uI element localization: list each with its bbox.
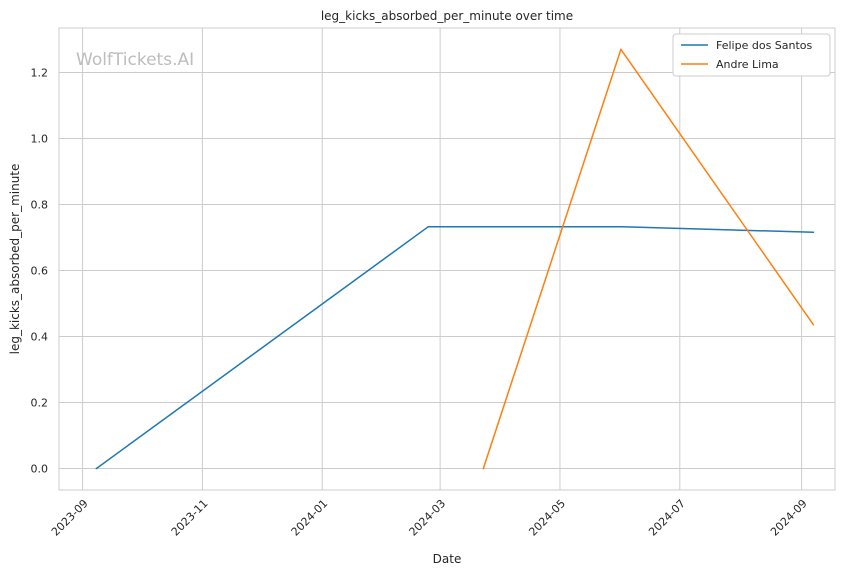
y-tick-label: 0.6	[31, 265, 49, 278]
series-line-0	[95, 225, 814, 470]
series-layer	[95, 48, 815, 470]
legend-label-0: Felipe dos Santos	[716, 39, 813, 52]
x-tick-labels: 2023-09 2023-11 2024-01 2024-03 2024-05 2024-…	[49, 497, 810, 539]
x-tick-label: 2024-07	[646, 497, 688, 539]
legend-box	[672, 33, 831, 77]
y-tick-label: 0.8	[31, 199, 49, 212]
x-tick-label: 2023-09	[49, 497, 91, 539]
data-point-1-2	[812, 323, 815, 326]
data-point-0-0	[95, 467, 98, 470]
y-tick-label: 0.4	[31, 331, 49, 344]
data-point-1-0	[482, 467, 485, 470]
data-point-1-1	[620, 48, 622, 51]
watermark: WolfTickets.AI	[76, 50, 194, 70]
data-point-0-1	[427, 225, 430, 228]
y-axis-label: leg_kicks_absorbed_per_minute	[8, 164, 22, 355]
y-tick-label: 0.0	[31, 463, 49, 476]
chart-title: leg_kicks_absorbed_per_minute over time	[321, 9, 573, 23]
y-tick-label: 1.0	[31, 133, 49, 146]
x-tick-label: 2023-11	[169, 497, 211, 539]
data-point-0-2	[620, 225, 622, 228]
x-tick-label: 2024-09	[768, 497, 810, 539]
x-tick-label: 2024-01	[289, 497, 331, 539]
y-tick-labels: 0.0 0.2 0.4 0.6 0.8 1.0 1.2	[31, 67, 49, 476]
legend-label-1: Andre Lima	[716, 58, 779, 71]
x-gridlines	[82, 28, 803, 490]
data-point-0-3	[812, 231, 815, 234]
x-tick-label: 2024-05	[526, 497, 568, 539]
legend: Felipe dos Santos Andre Lima	[672, 33, 831, 77]
y-tick-label: 0.2	[31, 397, 49, 410]
y-tick-label: 1.2	[31, 67, 49, 80]
plot-area	[58, 27, 836, 491]
x-axis-label: Date	[433, 552, 462, 566]
x-tick-label: 2024-03	[407, 497, 449, 539]
